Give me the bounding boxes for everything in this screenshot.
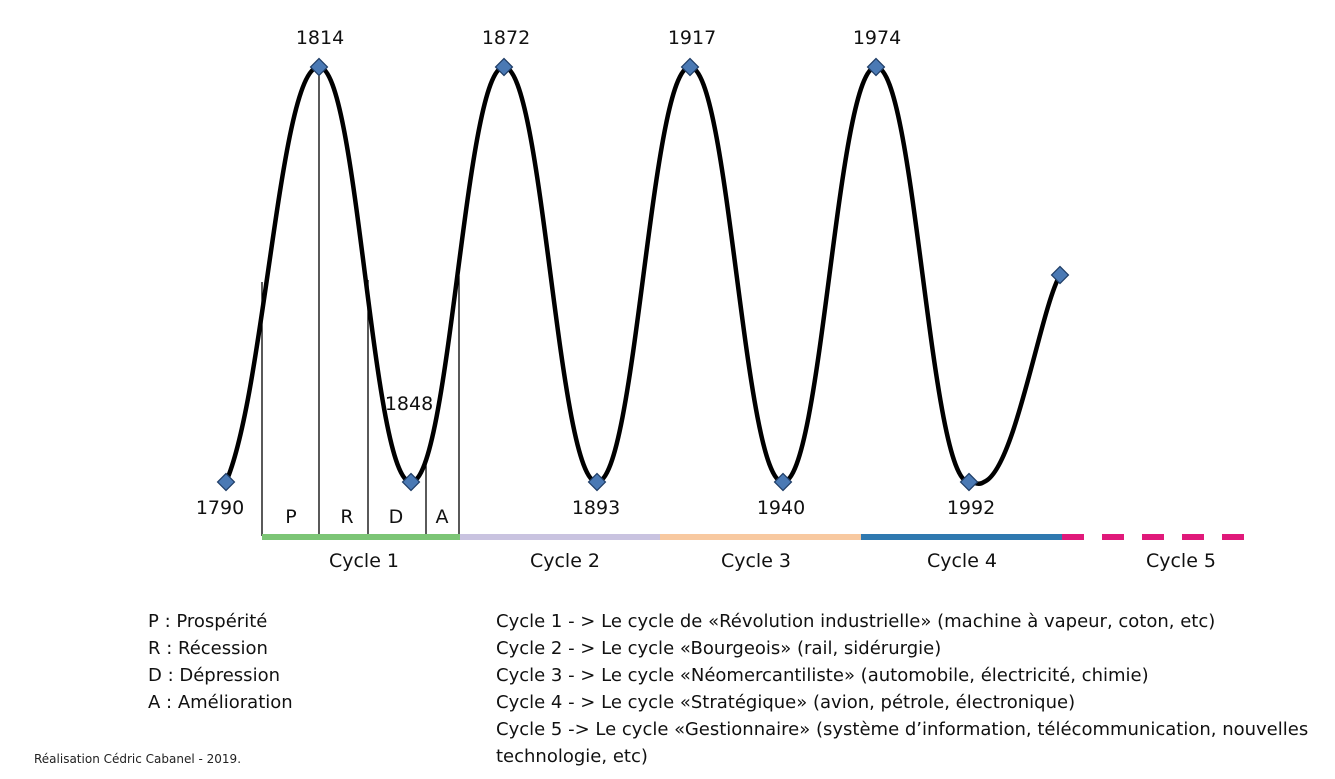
legend-cycle-1: Cycle 1 - > Le cycle de «Révolution indu…	[496, 611, 1216, 632]
year-label-1872: 1872	[482, 27, 530, 49]
marker-1872	[494, 57, 514, 77]
cycle-legend: Cycle 1 - > Le cycle de «Révolution indu…	[496, 608, 1332, 770]
legend-prosperite: P : Prospérité	[148, 611, 268, 632]
legend-cycle-2: Cycle 2 - > Le cycle «Bourgeois» (rail, …	[496, 638, 942, 659]
marker-1940	[773, 472, 793, 492]
year-markers	[216, 57, 1070, 492]
legend-cycle-5: Cycle 5 -> Le cycle «Gestionnaire» (syst…	[496, 719, 1309, 767]
phase-label-p: P	[285, 506, 296, 528]
marker-1893	[587, 472, 607, 492]
phase-dividers	[261, 67, 460, 536]
year-label-1893: 1893	[572, 497, 620, 519]
cycle-label-3: Cycle 3	[721, 550, 791, 572]
cycle-label-4: Cycle 4	[927, 550, 997, 572]
phase-legend: P : Prospérité R : Récession D : Dépress…	[148, 608, 293, 716]
phase-label-a: A	[436, 506, 449, 528]
year-label-1940: 1940	[757, 497, 805, 519]
credit-text: Réalisation Cédric Cabanel - 2019.	[34, 752, 242, 766]
legend-cycle-3: Cycle 3 - > Le cycle «Néomercantiliste» …	[496, 665, 1149, 686]
year-labels: 1790 1814 1848 1872 1893 1917 1940 1974 …	[196, 27, 995, 519]
year-label-1848: 1848	[385, 393, 433, 415]
year-label-1917: 1917	[668, 27, 716, 49]
wave-curve	[223, 64, 1063, 487]
cycle-labels: Cycle 1 Cycle 2 Cycle 3 Cycle 4 Cycle 5	[329, 550, 1216, 572]
year-label-1814: 1814	[296, 27, 344, 49]
cycle-label-1: Cycle 1	[329, 550, 399, 572]
marker-1790	[216, 472, 236, 492]
cycle-label-2: Cycle 2	[530, 550, 600, 572]
phase-labels: P R D A	[285, 506, 448, 528]
marker-1917	[680, 57, 700, 77]
marker-1974	[866, 57, 886, 77]
phase-label-r: R	[340, 506, 353, 528]
legend-depression: D : Dépression	[148, 665, 280, 686]
phase-label-d: D	[389, 506, 404, 528]
marker-1814	[309, 57, 329, 77]
marker-end	[1050, 265, 1070, 285]
marker-1848	[401, 472, 421, 492]
year-label-1790: 1790	[196, 497, 244, 519]
legend-recession: R : Récession	[148, 638, 268, 659]
year-label-1992: 1992	[947, 497, 995, 519]
marker-1992	[959, 472, 979, 492]
cycle-label-5: Cycle 5	[1146, 550, 1216, 572]
year-label-1974: 1974	[853, 27, 901, 49]
legend-cycle-4: Cycle 4 - > Le cycle «Stratégique» (avio…	[496, 692, 1076, 713]
legend-amelioration: A : Amélioration	[148, 692, 293, 713]
